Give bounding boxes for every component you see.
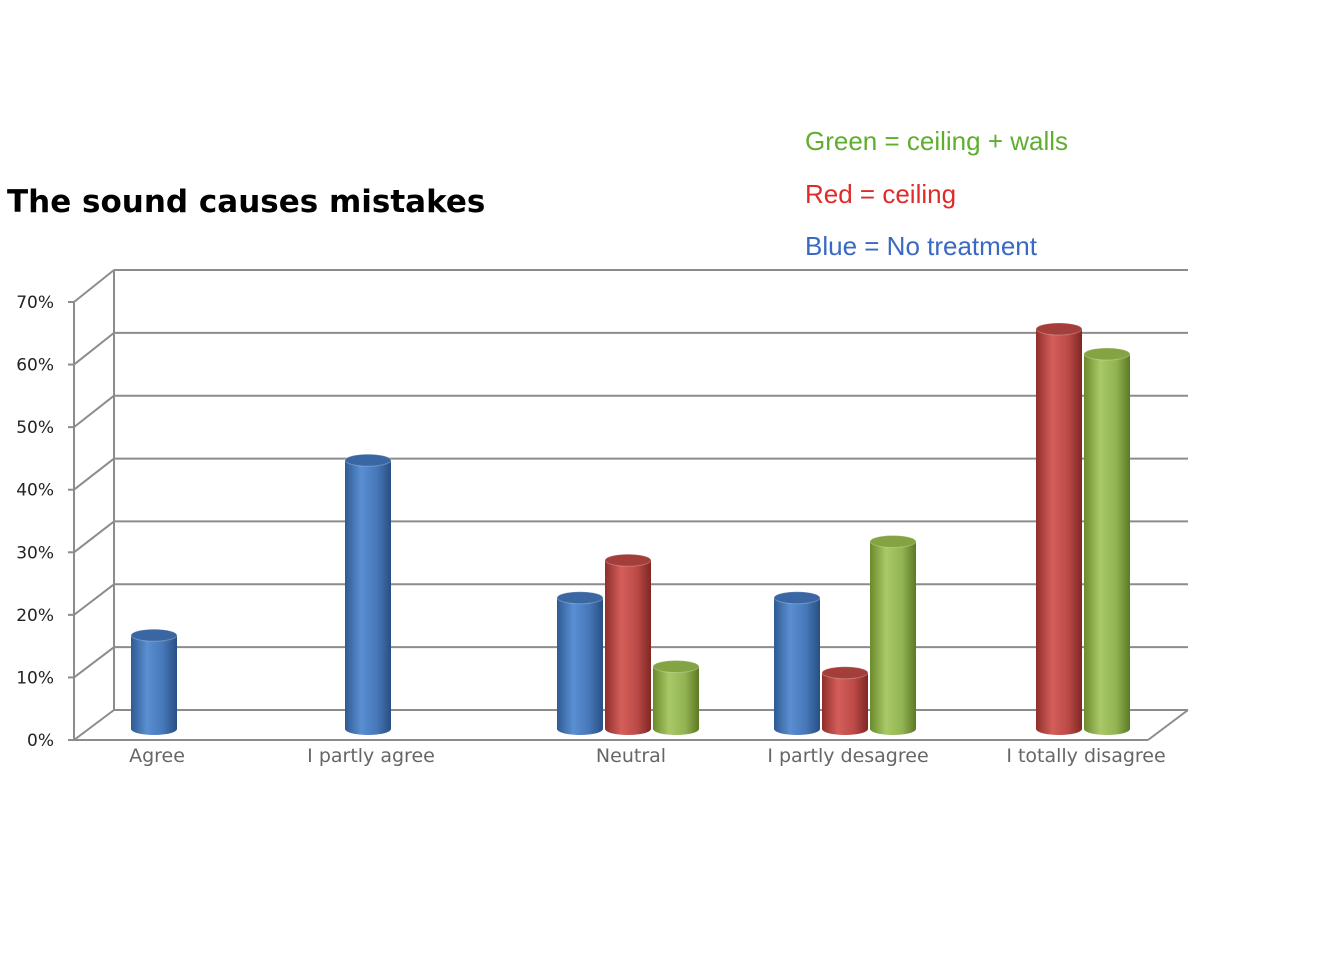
legend-red: Red = ceiling: [805, 179, 956, 209]
bar-body: [345, 460, 391, 735]
y-tick-label-0: 0%: [27, 731, 54, 751]
category-label-1: I partly agree: [307, 745, 435, 767]
y-tick-label-3: 30%: [16, 543, 54, 563]
gridlines: [68, 269, 1189, 741]
y-tick-label-6: 60%: [16, 356, 54, 376]
bar-top: [1035, 322, 1083, 336]
wall-tick-0: [73, 709, 115, 741]
bar-top: [821, 666, 869, 680]
y-tick-label-1: 10%: [16, 668, 54, 688]
wall-tick-2: [73, 583, 115, 616]
category-label-3: I partly desagree: [767, 745, 928, 767]
bar-body: [1036, 329, 1082, 735]
bar-2-2: [652, 660, 700, 735]
bar-1-0: [344, 453, 392, 735]
bar-2-1: [604, 553, 652, 735]
bar-body: [605, 560, 651, 735]
bar-top: [652, 660, 700, 673]
x-axis-categories: Agree I partly agree Neutral I partly de…: [129, 745, 1166, 767]
bars: [130, 322, 1131, 735]
bar-body: [131, 635, 177, 735]
bar-4-2: [1083, 347, 1131, 735]
y-tick-label-7: 70%: [16, 293, 54, 313]
wall-tick-3: [73, 520, 115, 554]
wall-tick-7: [73, 269, 115, 303]
legend-green: Green = ceiling + walls: [805, 126, 1068, 156]
wall-tick-4: [73, 457, 115, 491]
bar-body: [822, 672, 868, 735]
wall-tick-6: [73, 332, 115, 366]
wall-tick-5: [73, 394, 115, 428]
wall-tick-1: [73, 646, 115, 679]
bar-body: [653, 666, 699, 735]
category-label-4: I totally disagree: [1006, 745, 1165, 767]
bar-body: [774, 597, 820, 735]
y-tick-label-2: 20%: [16, 606, 54, 626]
bar-2-0: [556, 591, 604, 735]
bar-top: [344, 453, 392, 467]
bar-body: [870, 541, 916, 735]
bar-top: [604, 553, 652, 567]
bar-3-0: [773, 591, 821, 735]
floor-right-edge: [1147, 709, 1189, 741]
bar-body: [1084, 354, 1130, 735]
category-label-2: Neutral: [596, 745, 666, 767]
y-tick-label-5: 50%: [16, 418, 54, 438]
bar-body: [557, 597, 603, 735]
y-tick-label-4: 40%: [16, 481, 54, 501]
legend-blue: Blue = No treatment: [805, 231, 1038, 261]
category-label-0: Agree: [129, 745, 185, 767]
y-axis-ticks: 0% 10% 20% 30% 40% 50% 60% 70%: [16, 293, 54, 751]
bar-top: [773, 591, 821, 605]
bar-top: [1083, 347, 1131, 361]
bar-top: [869, 535, 917, 548]
chart-title: The sound causes mistakes: [7, 184, 485, 220]
bar-top: [130, 628, 178, 642]
bar-3-2: [869, 535, 917, 735]
bar-0-0: [130, 628, 178, 735]
bar-top: [556, 591, 604, 605]
bar-3-1: [821, 666, 869, 735]
bar-4-1: [1035, 322, 1083, 735]
